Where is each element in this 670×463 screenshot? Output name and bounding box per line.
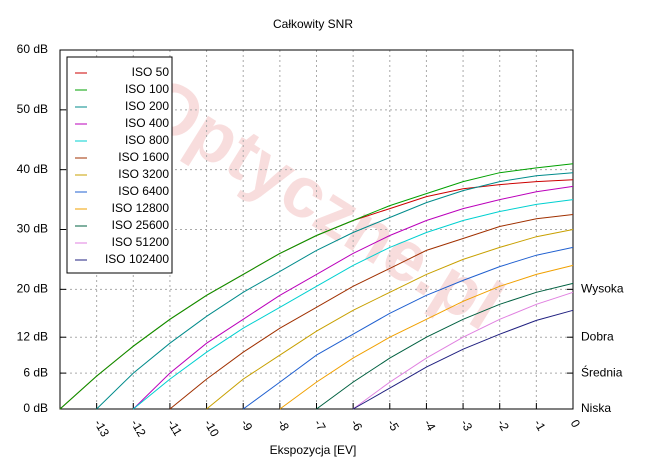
x-tick-label: -3 (458, 417, 476, 434)
y2-tick-label: Średnia (581, 364, 623, 379)
x-axis-label: Ekspozycja [EV] (270, 443, 357, 457)
legend-label: ISO 200 (125, 99, 169, 113)
x-tick-label: -2 (494, 417, 512, 434)
x-tick-label: -13 (91, 417, 112, 439)
x-tick-label: -4 (421, 417, 439, 434)
y2-tick-label: Dobra (581, 329, 614, 343)
x-tick-label: -11 (165, 417, 186, 439)
y-tick-label: 40 dB (17, 162, 48, 176)
legend-label: ISO 102400 (105, 252, 169, 266)
legend-label: ISO 800 (125, 133, 169, 147)
y-tick-label: 30 dB (17, 222, 48, 236)
legend-label: ISO 50 (132, 65, 170, 79)
legend-label: ISO 400 (125, 116, 169, 130)
y-tick-label: 12 dB (17, 329, 48, 343)
chart-title: Całkowity SNR (273, 17, 353, 31)
series-line (352, 291, 574, 410)
series-line (206, 229, 574, 410)
series-line (59, 163, 574, 410)
legend-label: ISO 25600 (112, 218, 170, 232)
legend-label: ISO 6400 (118, 184, 169, 198)
legend-box (66, 56, 173, 274)
x-tick-label: -7 (311, 417, 329, 434)
series-line (96, 172, 574, 410)
y2-tick-label: Wysoka (581, 282, 624, 296)
x-tick-label: -12 (128, 417, 149, 439)
x-tick-label: 0 (568, 417, 584, 430)
x-tick-label: -1 (531, 417, 549, 434)
legend-label: ISO 1600 (118, 150, 169, 164)
legend-label: ISO 100 (125, 82, 169, 96)
series-line (242, 246, 574, 410)
watermark: Optyczne.pl (128, 62, 516, 346)
y2-tick-label: Niska (581, 401, 611, 415)
series-line (279, 264, 574, 410)
x-tick-label: -8 (275, 417, 293, 434)
x-tick-label: -6 (348, 417, 366, 434)
y-tick-label: 0 dB (23, 401, 48, 415)
series-line (169, 214, 574, 410)
legend-label: ISO 51200 (112, 235, 170, 249)
x-tick-label: -10 (201, 417, 222, 439)
series-line (316, 282, 574, 410)
legend-label: ISO 12800 (112, 201, 170, 215)
x-tick-label: -9 (238, 417, 256, 434)
x-tick-label: -5 (384, 417, 402, 434)
legend-label: ISO 3200 (118, 167, 169, 181)
series-line (132, 199, 574, 410)
series-line (132, 185, 574, 410)
y-tick-label: 60 dB (17, 42, 48, 56)
y-tick-label: 20 dB (17, 282, 48, 296)
y-tick-label: 6 dB (23, 365, 48, 379)
series-line (352, 309, 574, 410)
y-tick-label: 50 dB (17, 102, 48, 116)
